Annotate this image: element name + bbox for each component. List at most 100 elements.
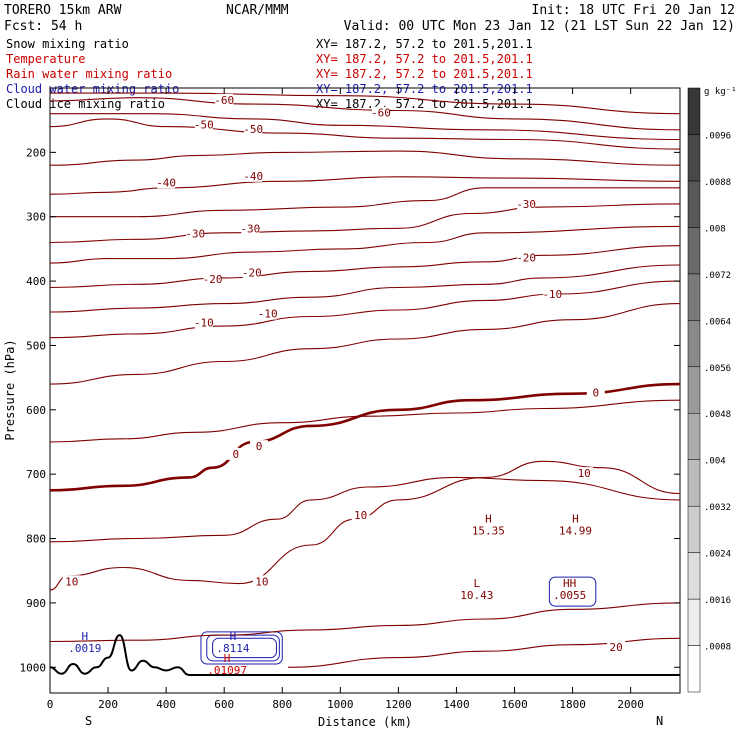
x-tick-label: 600 bbox=[214, 698, 234, 711]
contour-label-bg bbox=[607, 640, 626, 653]
colorbar-segment bbox=[687, 552, 701, 600]
isotherm--25 bbox=[49, 225, 681, 264]
contour-label: 10 bbox=[255, 575, 268, 588]
isotherm-15 bbox=[49, 476, 681, 543]
isotherm-10 bbox=[49, 460, 681, 591]
x-tick-label: 2000 bbox=[617, 698, 644, 711]
isotherm--50 bbox=[49, 118, 681, 150]
cloud-water-contour bbox=[200, 631, 283, 665]
axes-layer: 0 200 400 600 800 1000 1200 1400 1600 1800 2000200… bbox=[20, 88, 680, 711]
colorbar-segment bbox=[687, 320, 701, 368]
colorbar-segment bbox=[687, 645, 701, 693]
extremum-marker: H bbox=[224, 652, 231, 665]
x-tick-label: 0 bbox=[47, 698, 54, 711]
isotherm--40 bbox=[49, 176, 681, 195]
contour-label: 20 bbox=[610, 641, 623, 654]
contour-label-bg bbox=[226, 447, 245, 460]
field-xy: XY= 187.2, 57.2 to 201.5,201.1 bbox=[316, 67, 533, 81]
contour-label: 10 bbox=[65, 575, 78, 588]
isotherm-5 bbox=[49, 399, 681, 443]
extremum-marker: H bbox=[572, 512, 579, 525]
contour-label: -40 bbox=[156, 176, 176, 189]
x-tick-label: 1200 bbox=[385, 698, 412, 711]
cloud-water-contour bbox=[548, 576, 597, 607]
contour-label: 0 bbox=[592, 387, 599, 400]
colorbar-tick-label: .0088 bbox=[704, 178, 731, 188]
contour-label-bg bbox=[215, 93, 234, 106]
contour-label: -30 bbox=[185, 228, 205, 241]
y-tick-label: 200 bbox=[26, 146, 46, 159]
colorbar-segment bbox=[687, 87, 701, 135]
contour-label: 0 bbox=[256, 440, 263, 453]
y-tick-label: 400 bbox=[26, 275, 46, 288]
isotherm--45 bbox=[49, 150, 681, 166]
colorbar-tick-label: .0032 bbox=[704, 503, 731, 513]
contour-label: -10 bbox=[542, 288, 562, 301]
colorbar-segment bbox=[687, 505, 701, 553]
contour-label: 10 bbox=[354, 509, 367, 522]
isotherm-20 bbox=[49, 602, 681, 643]
contour-label: -10 bbox=[258, 308, 278, 321]
x-tick-label: 1800 bbox=[559, 698, 586, 711]
init-time: Init: 18 UTC Fri 20 Jan 12 bbox=[532, 3, 736, 18]
colorbar-tick-label: .0008 bbox=[704, 643, 731, 653]
contour-label-bg bbox=[575, 467, 594, 480]
y-axis-title: Pressure (hPa) bbox=[3, 339, 17, 440]
colorbar: .0008 .0016 .0024 .0032 .004 .0048 .0056 .0064.… bbox=[687, 87, 731, 693]
contour-label-bg bbox=[244, 169, 263, 182]
contour-label: -30 bbox=[240, 223, 260, 236]
contour-label: -50 bbox=[243, 123, 263, 136]
extremum-value: .0055 bbox=[553, 589, 586, 602]
field-legend: Snow mixing ratio XY= 187.2, 57.2 to 201.… bbox=[6, 37, 533, 111]
contour-label: -20 bbox=[203, 273, 223, 286]
colorbar-segment bbox=[687, 412, 701, 460]
y-tick-label: 800 bbox=[26, 533, 46, 546]
contour-label: -50 bbox=[194, 118, 214, 131]
colorbar-tick-label: .0024 bbox=[704, 550, 731, 560]
y-tick-label: 500 bbox=[26, 339, 46, 352]
contour-label-bg bbox=[244, 122, 263, 135]
field-xy: XY= 187.2, 57.2 to 201.5,201.1 bbox=[316, 82, 533, 96]
colorbar-segment bbox=[687, 134, 701, 182]
contour-label-bg bbox=[543, 288, 562, 301]
colorbar-tick-label: .0064 bbox=[704, 317, 731, 327]
contour-label-bg bbox=[351, 509, 370, 522]
contour-label-bg bbox=[586, 386, 605, 399]
contour-label-bg bbox=[371, 106, 390, 119]
extremum-marker: L bbox=[473, 577, 480, 590]
extremum-value: .01097 bbox=[207, 664, 247, 677]
colorbar-tick-label: .004 bbox=[704, 457, 726, 467]
extremum-value: 14.99 bbox=[559, 524, 592, 537]
field-label: Cloud water mixing ratio bbox=[6, 82, 179, 96]
contour-label: -10 bbox=[194, 317, 214, 330]
contour-label-bg bbox=[194, 118, 213, 131]
forecast-hour: Fcst: 54 h bbox=[4, 19, 82, 34]
field-xy: XY= 187.2, 57.2 to 201.5,201.1 bbox=[316, 37, 533, 51]
isotherm--65 bbox=[50, 92, 681, 115]
contour-label-bg bbox=[517, 198, 536, 211]
isotherm--60 bbox=[49, 97, 681, 131]
contour-label: -60 bbox=[214, 94, 234, 107]
contour-label: 0 bbox=[232, 448, 239, 461]
colorbar-tick-label: .0056 bbox=[704, 364, 731, 374]
colorbar-segment bbox=[687, 273, 701, 321]
field-xy: XY= 187.2, 57.2 to 201.5,201.1 bbox=[316, 97, 533, 111]
valid-time: Valid: 00 UTC Mon 23 Jan 12 (21 LST Sun … bbox=[344, 19, 735, 34]
contour-label-bg bbox=[252, 575, 271, 588]
isotherm--55 bbox=[50, 113, 681, 141]
colorbar-unit: g kg⁻¹ bbox=[704, 87, 737, 97]
y-tick-label: 600 bbox=[26, 404, 46, 417]
isotherm--35 bbox=[50, 187, 680, 218]
colorbar-segment bbox=[687, 366, 701, 414]
field-label: Rain water mixing ratio bbox=[6, 67, 172, 81]
extremum-value: 15.35 bbox=[472, 524, 505, 537]
x-tick-label: 200 bbox=[98, 698, 118, 711]
plot-layer: -60-60-50 -50-40 -40-30 -30-30-20 -20-20-10-… bbox=[49, 92, 681, 677]
cloud-water-contour bbox=[212, 637, 277, 659]
colorbar-tick-label: .0016 bbox=[704, 596, 731, 606]
field-label: Snow mixing ratio bbox=[6, 37, 129, 51]
x-end-label-right: N bbox=[656, 714, 663, 728]
isotherm--10 bbox=[49, 280, 681, 339]
x-end-label-left: S bbox=[85, 714, 92, 728]
